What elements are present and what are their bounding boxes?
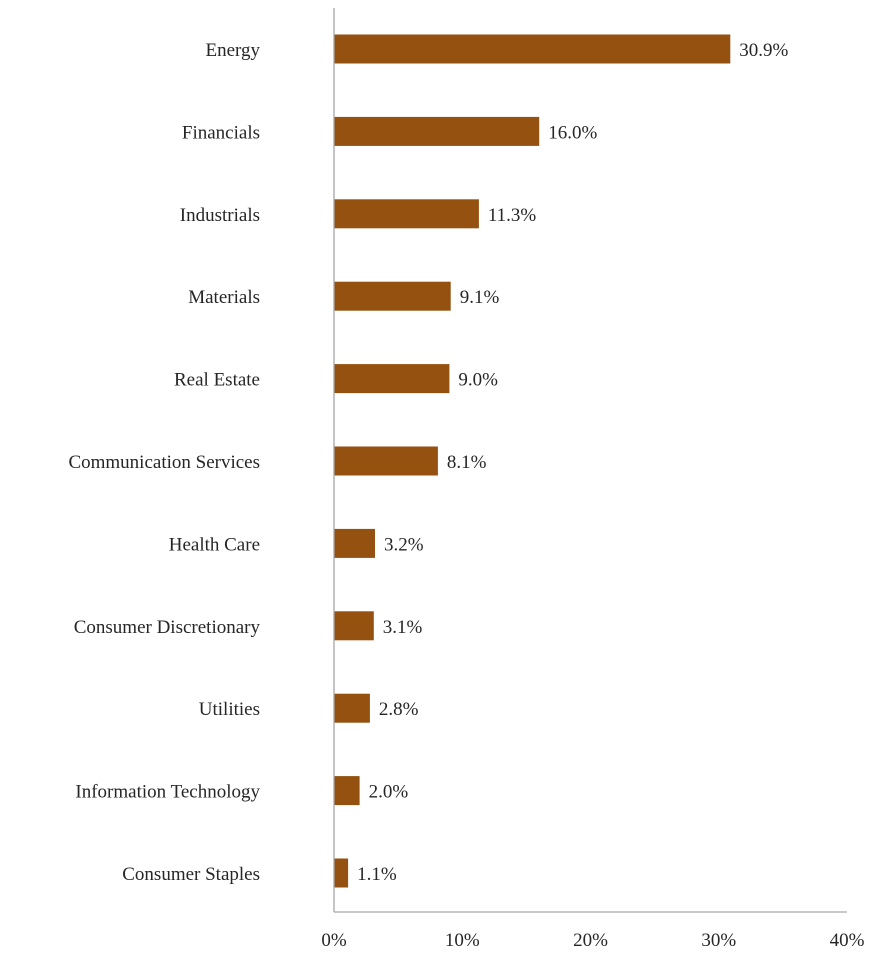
data-label-financials: 16.0% bbox=[548, 122, 597, 143]
x-tick-label: 30% bbox=[701, 930, 736, 951]
x-tick-label: 10% bbox=[445, 930, 480, 951]
data-label-energy: 30.9% bbox=[739, 40, 788, 61]
category-label-financials: Financials bbox=[182, 122, 260, 143]
bar-consumer-discretionary bbox=[334, 611, 374, 641]
bar-financials bbox=[334, 116, 540, 146]
data-label-utilities: 2.8% bbox=[379, 699, 419, 720]
bar-consumer-staples bbox=[334, 858, 349, 888]
data-label-communication-services: 8.1% bbox=[447, 452, 487, 473]
x-tick-label: 20% bbox=[573, 930, 608, 951]
bar-communication-services bbox=[334, 446, 438, 476]
data-label-health-care: 3.2% bbox=[384, 534, 424, 555]
data-label-industrials: 11.3% bbox=[488, 205, 537, 226]
category-label-information-technology: Information Technology bbox=[75, 782, 260, 803]
bars-layer bbox=[334, 34, 731, 888]
category-label-energy: Energy bbox=[205, 40, 260, 61]
bar-utilities bbox=[334, 693, 370, 723]
x-tick-label: 40% bbox=[830, 930, 865, 951]
axes-layer: 0% 10% 20% 30% 40% bbox=[321, 8, 865, 951]
data-label-information-technology: 2.0% bbox=[369, 782, 409, 803]
bar-energy bbox=[334, 34, 731, 64]
category-label-materials: Materials bbox=[188, 287, 260, 308]
bar-information-technology bbox=[334, 776, 360, 806]
data-label-real-estate: 9.0% bbox=[458, 370, 498, 391]
bar-materials bbox=[334, 281, 451, 311]
category-label-utilities: Utilities bbox=[199, 699, 260, 720]
bar-health-care bbox=[334, 528, 375, 558]
category-label-industrials: Industrials bbox=[180, 205, 260, 226]
category-label-real-estate: Real Estate bbox=[174, 370, 260, 391]
category-labels-layer: Energy Financials Industrials Materials Real… bbox=[68, 40, 260, 885]
data-label-materials: 9.1% bbox=[460, 287, 500, 308]
data-label-consumer-discretionary: 3.1% bbox=[383, 617, 423, 638]
bar-real-estate bbox=[334, 364, 450, 394]
data-label-consumer-staples: 1.1% bbox=[357, 864, 397, 885]
x-tick-label: 0% bbox=[321, 930, 347, 951]
category-label-health-care: Health Care bbox=[169, 534, 260, 555]
category-label-consumer-discretionary: Consumer Discretionary bbox=[74, 617, 261, 638]
bar-industrials bbox=[334, 199, 479, 229]
category-label-communication-services: Communication Services bbox=[68, 452, 260, 473]
data-labels-layer: 30.9% 16.0% 11.3% 9.1% 9.0% 8.1% 3.2% 3.1% 2.8% 2… bbox=[357, 40, 788, 885]
category-label-consumer-staples: Consumer Staples bbox=[122, 864, 260, 885]
